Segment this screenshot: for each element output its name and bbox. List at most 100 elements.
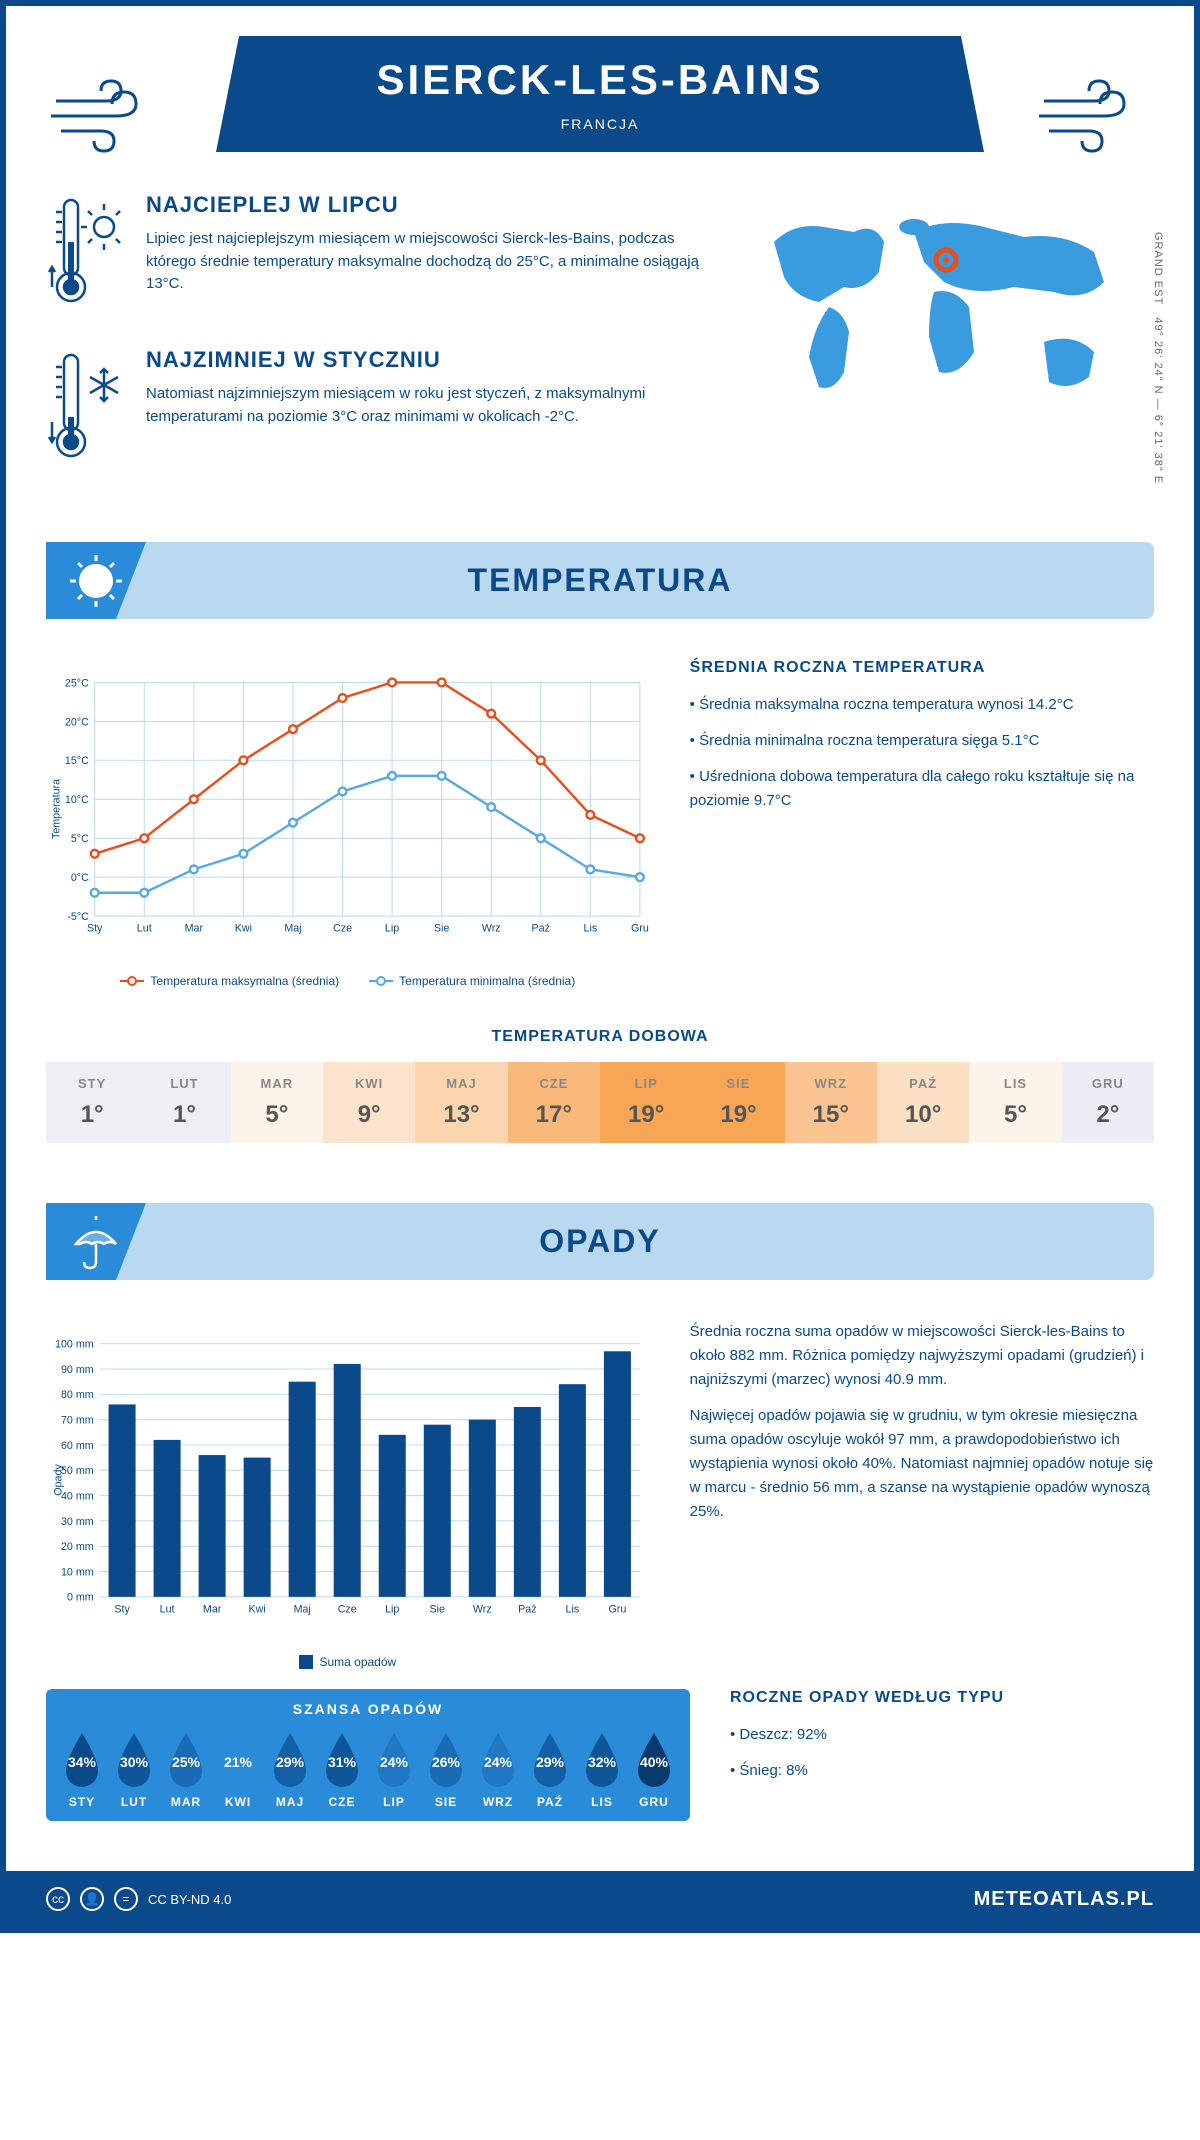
rain-drop: 29% PAŹ bbox=[526, 1729, 574, 1809]
precip-type-rain: • Deszcz: 92% bbox=[730, 1723, 1154, 1747]
svg-text:-5°C: -5°C bbox=[67, 911, 89, 923]
temperature-chart: -5°C 0°C 5°C 10°C 15°C 20°C 25°C Sty Lut Mar Kwi Ma… bbox=[46, 659, 650, 988]
warmest-text: Lipiec jest najcieplejszym miesiącem w m… bbox=[146, 228, 704, 296]
section-precipitation: OPADY bbox=[46, 1203, 1154, 1280]
rain-drop: 29% MAJ bbox=[266, 1729, 314, 1809]
footer: cc 👤 = CC BY-ND 4.0 METEOATLAS.PL bbox=[6, 1871, 1194, 1927]
rain-drop: 34% STY bbox=[58, 1729, 106, 1809]
svg-text:Lip: Lip bbox=[385, 1603, 399, 1615]
world-map: GRAND EST 49° 26' 24" N — 6° 21' 38" E bbox=[734, 192, 1154, 502]
svg-text:20 mm: 20 mm bbox=[61, 1541, 94, 1553]
svg-text:70 mm: 70 mm bbox=[61, 1415, 94, 1427]
rain-drop: 26% SIE bbox=[422, 1729, 470, 1809]
rain-drop: 24% WRZ bbox=[474, 1729, 522, 1809]
svg-text:25°C: 25°C bbox=[65, 677, 89, 689]
svg-text:Lut: Lut bbox=[137, 923, 152, 935]
rain-chance-panel: SZANSA OPADÓW 34% STY 30% LUT 25% bbox=[46, 1689, 690, 1821]
temp-cell: KWI9° bbox=[323, 1062, 415, 1143]
page-header: SIERCK-LES-BAINS FRANCJA bbox=[216, 36, 984, 152]
license-text: CC BY-ND 4.0 bbox=[148, 1892, 231, 1907]
rain-drop: 24% LIP bbox=[370, 1729, 418, 1809]
city-title: SIERCK-LES-BAINS bbox=[236, 56, 964, 104]
svg-text:Sty: Sty bbox=[114, 1603, 130, 1615]
temp-cell: WRZ15° bbox=[785, 1062, 877, 1143]
svg-text:Sty: Sty bbox=[87, 923, 103, 935]
svg-text:Temperatura: Temperatura bbox=[51, 779, 63, 839]
temp-cell: MAJ13° bbox=[415, 1062, 507, 1143]
svg-text:Kwi: Kwi bbox=[235, 923, 252, 935]
svg-text:Maj: Maj bbox=[284, 923, 301, 935]
svg-text:Opady: Opady bbox=[53, 1464, 65, 1496]
temp-cell: GRU2° bbox=[1062, 1062, 1154, 1143]
nd-icon: = bbox=[114, 1887, 138, 1911]
svg-text:100 mm: 100 mm bbox=[55, 1339, 94, 1351]
svg-text:20°C: 20°C bbox=[65, 716, 89, 728]
svg-text:60 mm: 60 mm bbox=[61, 1440, 94, 1452]
site-name: METEOATLAS.PL bbox=[974, 1888, 1154, 1911]
umbrella-icon bbox=[66, 1212, 126, 1272]
svg-text:0 mm: 0 mm bbox=[67, 1592, 94, 1604]
country-label: FRANCJA bbox=[236, 116, 964, 132]
svg-text:Kwi: Kwi bbox=[249, 1603, 266, 1615]
coordinates: GRAND EST 49° 26' 24" N — 6° 21' 38" E bbox=[1152, 232, 1164, 484]
temp-cell: LIS5° bbox=[969, 1062, 1061, 1143]
svg-text:Mar: Mar bbox=[203, 1603, 222, 1615]
rain-drop: 32% LIS bbox=[578, 1729, 626, 1809]
legend-min: Temperatura minimalna (średnia) bbox=[369, 974, 575, 988]
rain-drop: 30% LUT bbox=[110, 1729, 158, 1809]
svg-text:Sie: Sie bbox=[430, 1603, 446, 1615]
daily-temp-table: TEMPERATURA DOBOWA STY1°LUT1°MAR5°KWI9°M… bbox=[6, 1008, 1194, 1183]
coldest-block: NAJZIMNIEJ W STYCZNIU Natomiast najzimni… bbox=[46, 347, 704, 472]
rain-drop: 25% MAR bbox=[162, 1729, 210, 1809]
svg-text:Lis: Lis bbox=[584, 923, 598, 935]
thermometer-hot-icon bbox=[46, 192, 126, 312]
svg-text:Mar: Mar bbox=[185, 923, 204, 935]
section-temperature: TEMPERATURA bbox=[46, 542, 1154, 619]
temp-cell: MAR5° bbox=[231, 1062, 323, 1143]
svg-text:15°C: 15°C bbox=[65, 755, 89, 767]
temp-cell: SIE19° bbox=[692, 1062, 784, 1143]
svg-text:Wrz: Wrz bbox=[473, 1603, 492, 1615]
sun-icon bbox=[66, 551, 126, 611]
svg-text:80 mm: 80 mm bbox=[61, 1389, 94, 1401]
temp-bullet: • Średnia minimalna roczna temperatura s… bbox=[690, 729, 1154, 753]
temp-bullet: • Średnia maksymalna roczna temperatura … bbox=[690, 693, 1154, 717]
cc-icon: cc bbox=[46, 1887, 70, 1911]
warmest-block: NAJCIEPLEJ W LIPCU Lipiec jest najcieple… bbox=[46, 192, 704, 317]
svg-text:Gru: Gru bbox=[608, 1603, 626, 1615]
temp-cell: PAŹ10° bbox=[877, 1062, 969, 1143]
temp-cell: STY1° bbox=[46, 1062, 138, 1143]
temp-cell: CZE17° bbox=[508, 1062, 600, 1143]
svg-text:Gru: Gru bbox=[631, 923, 649, 935]
wind-icon bbox=[1034, 76, 1154, 156]
svg-text:Lip: Lip bbox=[385, 923, 399, 935]
rain-drop: 31% CZE bbox=[318, 1729, 366, 1809]
rain-drop: 21% KWI bbox=[214, 1729, 262, 1809]
legend-precip: Suma opadów bbox=[299, 1655, 396, 1669]
svg-text:30 mm: 30 mm bbox=[61, 1516, 94, 1528]
temp-info: ŚREDNIA ROCZNA TEMPERATURA • Średnia mak… bbox=[690, 659, 1154, 988]
legend-max: Temperatura maksymalna (średnia) bbox=[120, 974, 339, 988]
svg-text:5°C: 5°C bbox=[71, 833, 89, 845]
precipitation-chart: 0 mm 10 mm 20 mm 30 mm 40 mm 50 mm 60 mm 70 mm 8… bbox=[46, 1320, 650, 1669]
coldest-text: Natomiast najzimniejszym miesiącem w rok… bbox=[146, 383, 704, 428]
thermometer-cold-icon bbox=[46, 347, 126, 467]
rain-drop: 40% GRU bbox=[630, 1729, 678, 1809]
svg-text:Lut: Lut bbox=[160, 1603, 175, 1615]
wind-icon bbox=[46, 76, 166, 156]
temp-cell: LIP19° bbox=[600, 1062, 692, 1143]
svg-text:0°C: 0°C bbox=[71, 872, 89, 884]
warmest-title: NAJCIEPLEJ W LIPCU bbox=[146, 192, 704, 218]
svg-text:10 mm: 10 mm bbox=[61, 1566, 94, 1578]
svg-text:Lis: Lis bbox=[566, 1603, 580, 1615]
svg-text:Sie: Sie bbox=[434, 923, 450, 935]
svg-text:10°C: 10°C bbox=[65, 794, 89, 806]
svg-text:Cze: Cze bbox=[338, 1603, 357, 1615]
svg-text:Paź: Paź bbox=[532, 923, 550, 935]
svg-text:Cze: Cze bbox=[333, 923, 352, 935]
svg-text:Maj: Maj bbox=[294, 1603, 311, 1615]
svg-text:40 mm: 40 mm bbox=[61, 1490, 94, 1502]
coldest-title: NAJZIMNIEJ W STYCZNIU bbox=[146, 347, 704, 373]
precip-type-title: ROCZNE OPADY WEDŁUG TYPU bbox=[730, 1689, 1154, 1707]
svg-text:50 mm: 50 mm bbox=[61, 1465, 94, 1477]
